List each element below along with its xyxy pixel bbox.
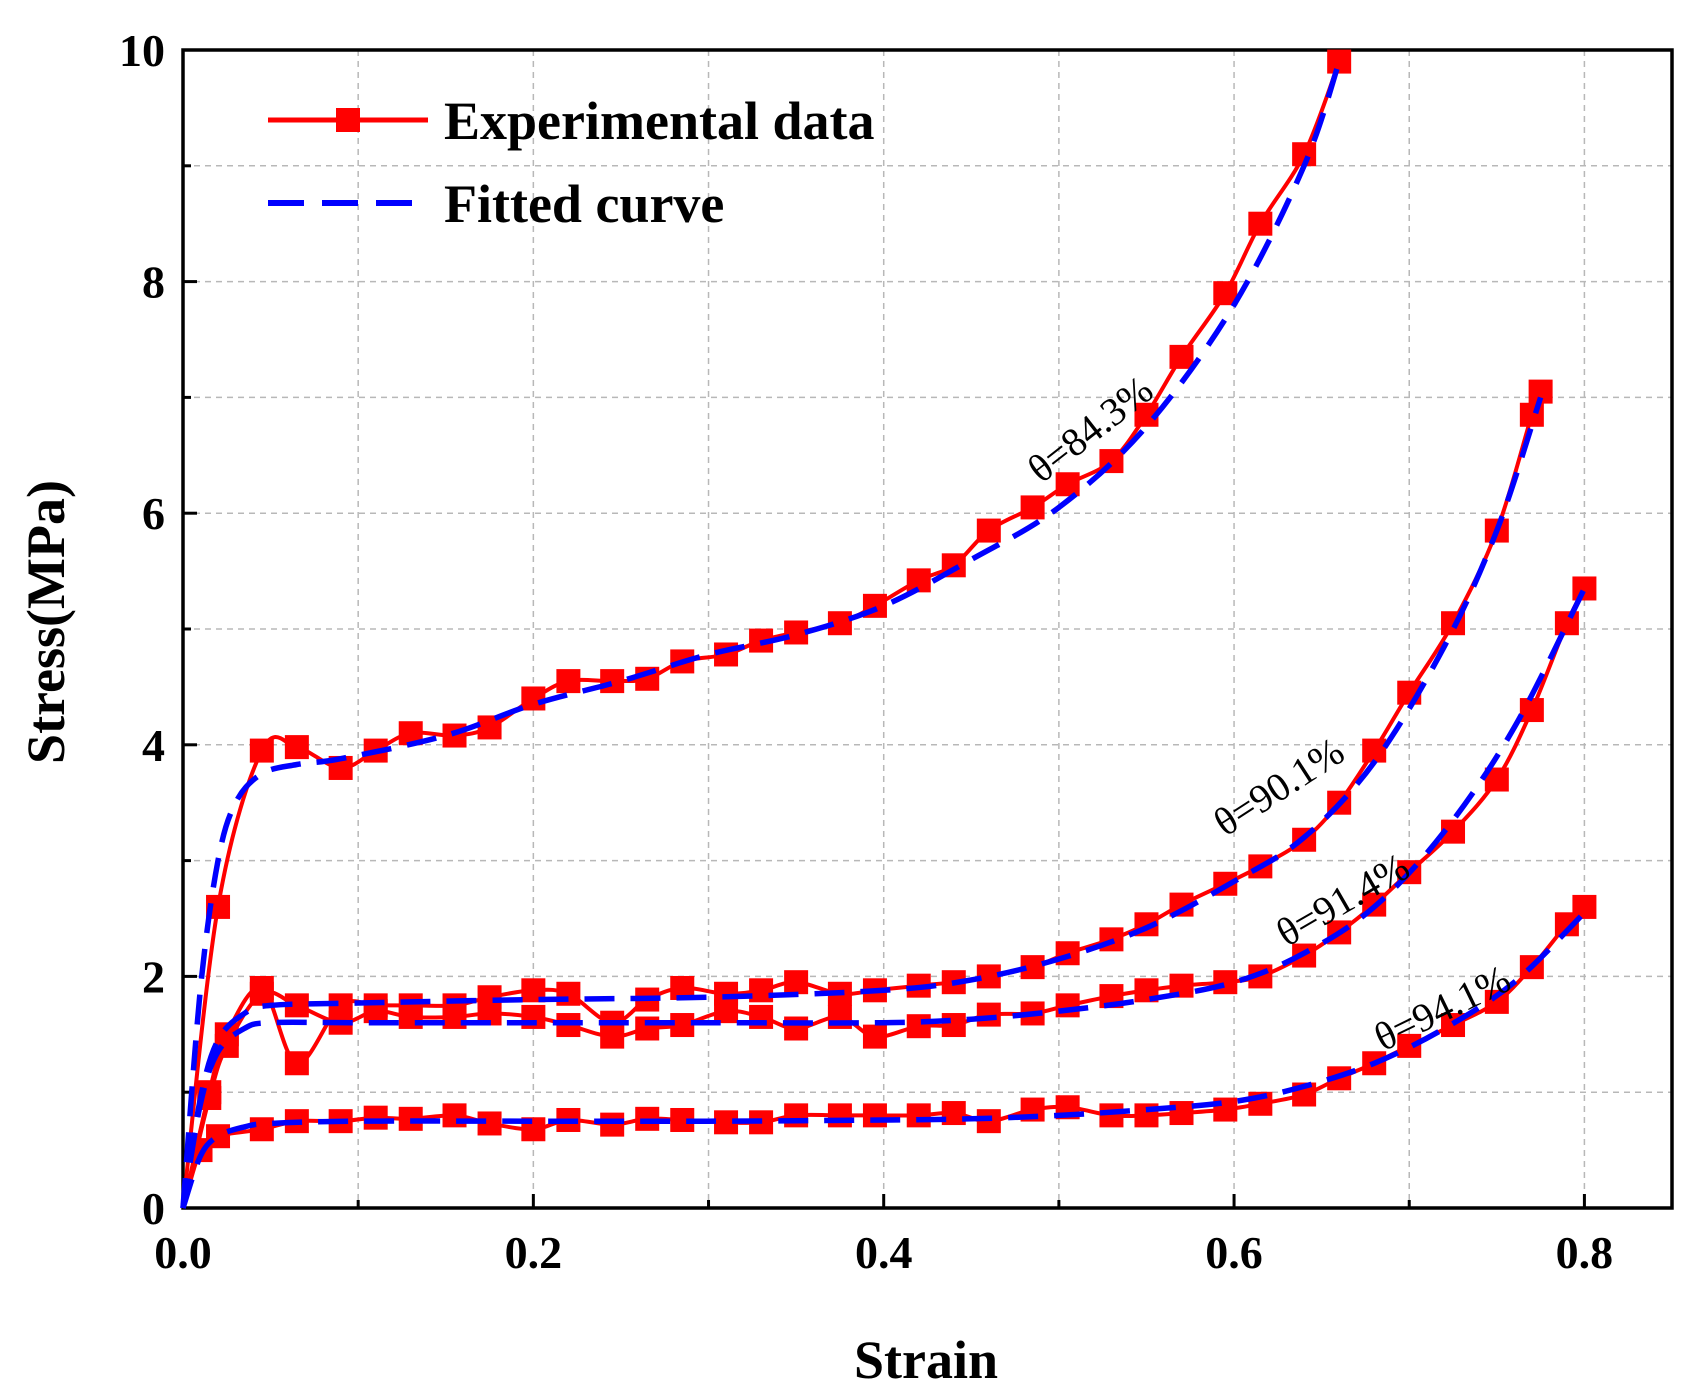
fitted-curve-line [180, 396, 1544, 1209]
y-tick-label: 0 [142, 1183, 165, 1234]
x-tick-label: 0.0 [154, 1227, 212, 1278]
experimental-point [906, 1103, 931, 1128]
experimental-point [249, 981, 274, 1006]
experimental-point [1554, 611, 1579, 636]
y-axis-tick-labels: 0 2 4 6 8 10 [119, 25, 165, 1234]
experimental-point [862, 1103, 887, 1128]
experimental-point [442, 1004, 467, 1029]
gridlines [183, 50, 1672, 1208]
experimental-point [600, 669, 625, 694]
experimental-point [749, 978, 774, 1003]
experimental-point [521, 686, 546, 711]
y-tick-label: 10 [119, 25, 165, 76]
series-fitted-3 [180, 910, 1587, 1209]
legend: Experimental data Fitted curve [268, 91, 874, 234]
experimental-point [976, 1002, 1001, 1027]
x-tick-label: 0.6 [1205, 1227, 1263, 1278]
experimental-point [600, 1024, 625, 1049]
series-fitted-2 [180, 587, 1587, 1209]
experimental-point [784, 620, 809, 645]
experimental-point [1020, 495, 1045, 520]
experimental-point [1055, 472, 1080, 497]
experimental-point [1213, 970, 1238, 995]
experimental-point [1169, 344, 1194, 369]
y-tick-label: 8 [142, 257, 165, 308]
experimental-point [284, 735, 309, 760]
y-axis-title: Stress(MPa) [16, 480, 76, 764]
axis-ticks [181, 48, 1586, 1210]
legend-fitted-label: Fitted curve [444, 174, 724, 234]
legend-experimental-label: Experimental data [444, 91, 874, 151]
y-tick-label: 2 [142, 951, 165, 1002]
experimental-point [714, 999, 739, 1024]
experimental-point [976, 518, 1001, 543]
x-tick-label: 0.4 [855, 1227, 913, 1278]
experimental-point [784, 1103, 809, 1128]
experimental-point [906, 1014, 931, 1039]
y-tick-label: 4 [142, 720, 165, 771]
experimental-point [363, 1105, 388, 1130]
experimental-point [556, 981, 581, 1006]
experimental-point [249, 1117, 274, 1142]
experimental-point [284, 1051, 309, 1076]
experimental-point [784, 1016, 809, 1041]
experimental-point [600, 1112, 625, 1137]
fitted-curve-line [180, 60, 1342, 1209]
x-tick-label: 0.8 [1556, 1227, 1614, 1278]
x-axis-tick-labels: 0.0 0.2 0.4 0.6 0.8 [154, 1227, 1613, 1278]
fitted-curve-line [180, 910, 1587, 1209]
legend-experimental-marker-icon [336, 108, 360, 132]
x-tick-label: 0.2 [505, 1227, 563, 1278]
experimental-point [941, 1013, 966, 1038]
experimental-point [556, 669, 581, 694]
x-axis-title: Strain [854, 1330, 998, 1382]
experimental-point [1519, 698, 1544, 723]
series-fitted-1 [180, 396, 1544, 1209]
experimental-point [784, 970, 809, 995]
experimental-point [1169, 1101, 1194, 1126]
series-fitted-0 [180, 60, 1342, 1209]
experimental-point [249, 738, 274, 763]
experimental-point [862, 1024, 887, 1049]
experimental-point [1362, 738, 1387, 763]
experimental-point [906, 568, 931, 593]
y-tick-label: 6 [142, 488, 165, 539]
experimental-point [1572, 894, 1597, 919]
fitted-curve-line [180, 587, 1587, 1209]
experimental-point [827, 1103, 852, 1128]
experimental-point [1572, 576, 1597, 601]
experimental-point [1248, 211, 1273, 236]
data-series [180, 49, 1597, 1209]
